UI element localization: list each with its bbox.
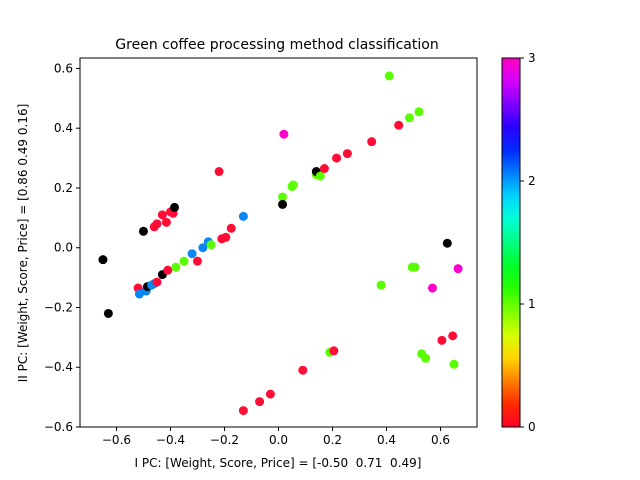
data-point xyxy=(171,262,181,272)
y-axis: −0.6 −0.4 −0.2 0.0 0.2 0.4 0.6 xyxy=(44,61,80,434)
data-point xyxy=(427,283,437,293)
data-point xyxy=(265,389,275,399)
data-point xyxy=(157,210,167,220)
data-point xyxy=(170,202,180,212)
data-point xyxy=(226,223,236,233)
data-point xyxy=(179,256,189,266)
colorbar-ticks: 0 1 2 3 xyxy=(520,51,536,434)
data-point xyxy=(214,167,224,177)
data-point xyxy=(138,226,148,236)
data-point xyxy=(278,192,288,202)
data-point xyxy=(376,280,386,290)
y-tick-label: 0.6 xyxy=(54,61,73,75)
data-point xyxy=(394,120,404,130)
data-point xyxy=(187,249,197,259)
y-tick-label: 0.2 xyxy=(54,181,73,195)
y-tick-label: −0.6 xyxy=(44,420,73,434)
data-point xyxy=(449,359,459,369)
colorbar: 0 1 2 3 xyxy=(501,51,536,434)
colorbar-tick-label: 1 xyxy=(528,297,536,311)
data-point xyxy=(319,164,329,174)
x-tick-label: 0.6 xyxy=(431,433,450,447)
data-point xyxy=(161,217,171,227)
data-point xyxy=(221,232,231,242)
data-point xyxy=(206,240,216,250)
colorbar-tick-label: 2 xyxy=(528,174,536,188)
data-point xyxy=(315,171,325,181)
y-axis-label: II PC: [Weight, Score, Price] = [0.86 0.… xyxy=(16,104,30,383)
data-point xyxy=(404,113,414,123)
data-point xyxy=(410,262,420,272)
data-points xyxy=(98,71,463,416)
data-point xyxy=(278,199,288,209)
data-point xyxy=(329,346,339,356)
colorbar-tick-label: 3 xyxy=(528,51,536,65)
data-point xyxy=(421,353,431,363)
data-point xyxy=(448,331,458,341)
data-point xyxy=(298,365,308,375)
colorbar-tick-label: 0 xyxy=(528,420,536,434)
data-point xyxy=(342,149,352,159)
chart-title: Green coffee processing method classific… xyxy=(115,37,438,53)
x-tick-label: −0.2 xyxy=(210,433,239,447)
x-tick-label: 0.0 xyxy=(269,433,288,447)
x-tick-label: −0.6 xyxy=(102,433,131,447)
data-point xyxy=(442,238,452,248)
data-point xyxy=(384,71,394,81)
data-point xyxy=(255,397,265,407)
data-point xyxy=(192,256,202,266)
data-point xyxy=(152,277,162,287)
data-point xyxy=(453,264,463,274)
x-axis-label: I PC: [Weight, Score, Price] = [-0.50 0.… xyxy=(135,456,422,470)
data-point xyxy=(134,289,144,299)
colorbar-gradient xyxy=(502,58,520,427)
data-point xyxy=(98,255,108,265)
data-point xyxy=(414,107,424,117)
y-tick-label: 0.0 xyxy=(54,241,73,255)
y-tick-label: −0.2 xyxy=(44,300,73,314)
data-point xyxy=(367,137,377,147)
x-tick-label: 0.4 xyxy=(377,433,396,447)
y-tick-label: 0.4 xyxy=(54,121,73,135)
data-point xyxy=(238,211,248,221)
y-tick-label: −0.4 xyxy=(44,360,73,374)
data-point xyxy=(279,129,289,139)
data-point xyxy=(332,153,342,163)
x-tick-label: 0.2 xyxy=(323,433,342,447)
colorbar-border xyxy=(501,57,521,428)
data-point xyxy=(437,335,447,345)
data-point xyxy=(198,243,208,253)
data-point xyxy=(238,406,248,416)
data-point xyxy=(163,265,173,275)
x-tick-label: −0.4 xyxy=(156,433,185,447)
data-point xyxy=(103,308,113,318)
data-point xyxy=(152,219,162,229)
data-point xyxy=(288,180,298,190)
x-axis: −0.6 −0.4 −0.2 0.0 0.2 0.4 0.6 xyxy=(102,427,450,447)
plot-area xyxy=(79,57,478,428)
